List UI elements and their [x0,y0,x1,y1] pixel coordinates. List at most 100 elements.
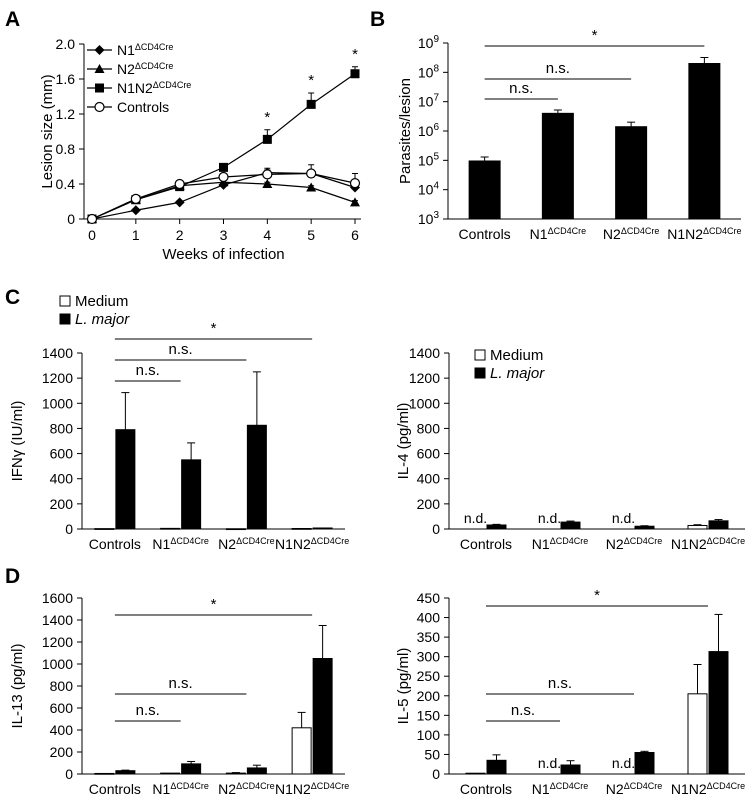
tick-base: 10 [418,123,434,139]
legend-label-n2: N2ΔCD4Cre [117,61,173,77]
square-marker [95,83,104,93]
y-tick-label: 450 [417,590,441,606]
category-label-n1-text: N1 [152,536,170,552]
y-tick-label: 50 [424,746,440,762]
circle-marker [94,101,105,113]
category-label-n1n2-text: N1N2 [667,226,703,242]
y-tick-label: 0 [67,211,75,227]
category-label-n1n2: N1N2ΔCD4Cre [275,536,349,552]
legend-label-controls-text: Controls [117,99,169,115]
y-tick-label: 200 [50,744,74,760]
y-tick-label: 1000 [42,656,73,672]
y-tick-label: 2.0 [56,36,76,52]
legend-label-l-major: L. major [75,311,130,328]
category-label-controls-text: Controls [460,536,512,552]
y-tick-label: 400 [50,471,74,487]
x-tick-label: 0 [88,227,96,243]
circle-marker [306,168,317,179]
y-axis-label: IL-5 (pg/ml) [395,648,412,725]
square-marker [219,162,228,172]
x-tick-label: 2 [176,227,184,243]
category-label-n1n2: N1N2ΔCD4Cre [671,781,745,797]
x-axis-label: Weeks of infection [162,246,284,263]
y-tick-label: 1600 [42,590,73,606]
panel-a-line-chart: 0 0.4 0.8 1.2 1.6 2.0 0 1 2 3 4 5 6 Weeks of infectio… [39,36,361,263]
category-label-n1-text: N1 [530,226,548,242]
l-major-bar [246,424,267,530]
category-label-n2-superscript: ΔCD4Cre [621,226,660,236]
not-detected-label: n.d. [612,755,635,771]
x-tick-label: 4 [263,227,271,243]
medium-bar [291,727,312,775]
y-tick-label: 350 [417,629,441,645]
ns-label: n.s. [511,702,535,719]
category-label-n2-text: N2 [603,226,621,242]
medium-bar [225,528,246,531]
category-label-n1-superscript: ΔCD4Cre [170,536,209,546]
y-tick-label: 600 [50,446,74,462]
panel-a-axes: 0 0.4 0.8 1.2 1.6 2.0 0 1 2 3 4 5 6 Weeks of infectio… [39,36,361,263]
ns-label: n.s. [136,362,160,379]
legend-label-n1n2-superscript: ΔCD4Cre [153,80,192,90]
y-tick-label: 1.2 [56,106,76,122]
legend-label-n2-superscript: ΔCD4Cre [135,61,174,71]
category-label-n1n2: N1N2ΔCD4Cre [275,781,349,797]
y-tick-label: 250 [417,668,441,684]
bar [541,112,574,220]
l-major-bar [560,764,581,775]
y-tick-label: 200 [50,496,74,512]
circle-marker [130,193,141,204]
y-tick-label: 0 [432,521,440,537]
ns-label: n.s. [169,675,193,692]
ns-label: n.s. [136,702,160,719]
medium-bar [94,772,115,775]
y-tick-label: 107 [418,93,440,110]
tick-base: 10 [418,182,434,198]
panel-b-bar-chart: 103104105106107108109Parasites/lesionCon… [397,27,742,242]
diamond-marker [174,197,185,208]
medium-bar [225,772,246,775]
axes: 0 50 100 150 200 250 300 350 400 450 IL-5 (pg/ml) C… [395,590,745,797]
category-label-n1: N1ΔCD4Cre [152,781,208,797]
category-label-n1-superscript: ΔCD4Cre [548,226,587,236]
medium-bar [160,527,181,530]
category-label-n2-superscript: ΔCD4Cre [624,781,663,791]
category-label-controls-text: Controls [89,536,141,552]
tick-base: 10 [418,94,434,110]
category-label-n2: N2ΔCD4Cre [218,536,274,552]
y-tick-label: 1400 [42,612,73,628]
tick-base: 10 [418,152,434,168]
category-label-n1: N1ΔCD4Cre [532,781,588,797]
axes: 0 200 400 600 800 1000 1200 1400 IFNγ (IU/ml) Con… [9,345,349,552]
category-label-n1n2: N1N2ΔCD4Cre [667,226,741,242]
category-label-n2: N2ΔCD4Cre [603,226,659,242]
tick-exponent: 3 [433,210,439,221]
bars: n.d. n.d. [465,613,729,775]
y-tick-label: 300 [417,649,441,665]
category-label-n1n2-superscript: ΔCD4Cre [707,781,746,791]
category-label-n2: N2ΔCD4Cre [606,536,662,552]
tick-exponent: 6 [433,122,439,133]
y-tick-label: 400 [417,471,441,487]
category-label-controls: Controls [459,226,511,242]
category-label-n1n2-text: N1N2 [275,536,311,552]
triangle-marker [350,197,360,207]
y-tick-label: 100 [417,727,441,743]
circle-marker [218,171,229,183]
significance-star: * [592,27,598,44]
circle-marker [262,169,273,180]
medium-bar [160,772,181,775]
category-label-n2: N2ΔCD4Cre [606,781,662,797]
y-tick-label: 1000 [42,395,73,411]
legend-swatch [474,367,486,379]
l-major-bar [312,527,333,530]
category-label-n1-superscript: ΔCD4Cre [550,536,589,546]
category-label-n2-superscript: ΔCD4Cre [236,781,275,791]
category-label-n1-text: N1 [152,781,170,797]
series-n2 [87,177,360,223]
bar [615,126,648,220]
ns-label: n.s. [169,341,193,358]
l-major-bar [181,459,202,530]
panel-d-il13-bar-chart: 0 200 400 600 800 1000 1200 1400 1600 IL-13 (pg/m… [9,590,349,797]
